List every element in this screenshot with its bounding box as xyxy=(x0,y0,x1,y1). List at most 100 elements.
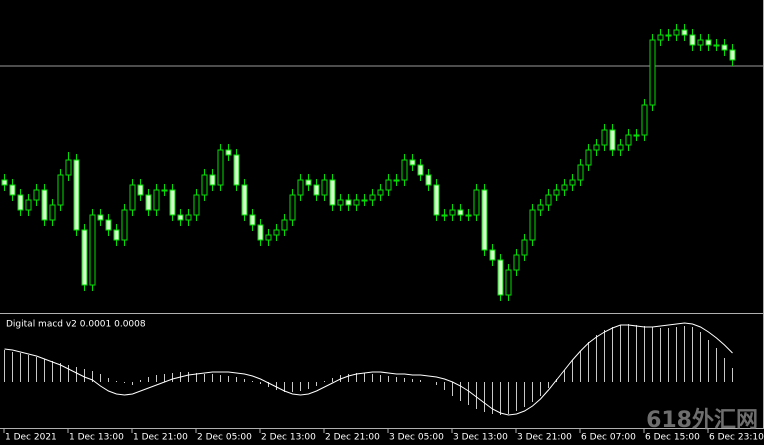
candle-body xyxy=(505,269,512,296)
candle-body xyxy=(729,49,736,61)
candle-body xyxy=(593,144,600,151)
candle-body xyxy=(393,179,400,182)
candle-body xyxy=(345,199,352,206)
candle-body xyxy=(529,209,536,241)
x-tick-label: 6 Dec 23:10 xyxy=(709,433,764,443)
candle-body xyxy=(569,179,576,186)
candle-body xyxy=(537,204,544,211)
candle-body xyxy=(633,134,640,137)
candle-body xyxy=(561,184,568,191)
x-tick-label: 1 Dec 13:00 xyxy=(69,433,124,443)
candle-body xyxy=(425,174,432,186)
candle-body xyxy=(153,189,160,211)
candle-body xyxy=(609,129,616,151)
candle-body xyxy=(273,229,280,236)
x-tick-label: 2 Dec 05:00 xyxy=(197,433,252,443)
candle-body xyxy=(225,149,232,156)
candle-body xyxy=(57,174,64,206)
candle-body xyxy=(265,234,272,241)
candle-body xyxy=(113,229,120,241)
candle-body xyxy=(17,194,24,211)
candle-body xyxy=(321,179,328,196)
candle-body xyxy=(465,214,472,217)
candle-body xyxy=(145,194,152,211)
candle-body xyxy=(473,189,480,216)
candle-body xyxy=(433,184,440,216)
candle-body xyxy=(601,129,608,146)
candle-body xyxy=(201,174,208,196)
candle-body xyxy=(545,194,552,206)
candle-body xyxy=(25,199,32,211)
candle-body xyxy=(137,184,144,196)
candle-body xyxy=(553,189,560,196)
x-tick-label: 2 Dec 21:00 xyxy=(325,433,380,443)
candle-body xyxy=(457,209,464,216)
x-tick-label: 3 Dec 05:00 xyxy=(389,433,444,443)
candle-body xyxy=(665,34,672,37)
candle-body xyxy=(689,34,696,46)
x-tick-label: 1 Dec 2021 xyxy=(5,433,57,443)
indicator-title: Digital macd v2 0.0001 0.0008 xyxy=(6,320,146,330)
signal-line xyxy=(4,322,733,416)
candle-body xyxy=(697,39,704,46)
candle-body xyxy=(121,209,128,241)
candle-body xyxy=(241,184,248,216)
candle-body xyxy=(449,209,456,216)
candle-body xyxy=(257,224,264,241)
candle-body xyxy=(497,259,504,296)
candle-body xyxy=(713,44,720,47)
candle-body xyxy=(441,214,448,217)
x-tick-label: 1 Dec 21:00 xyxy=(133,433,188,443)
candle-body xyxy=(209,174,216,186)
candle-body xyxy=(73,159,80,231)
candle-body xyxy=(313,184,320,196)
candle-body xyxy=(129,184,136,211)
candle-body xyxy=(417,164,424,176)
candle-body xyxy=(337,199,344,206)
candle-body xyxy=(249,214,256,226)
x-tick-label: 3 Dec 13:00 xyxy=(453,433,508,443)
candle-body xyxy=(1,179,8,186)
candle-body xyxy=(353,199,360,206)
candle-body xyxy=(705,39,712,46)
candle-body xyxy=(401,159,408,181)
candle-body xyxy=(289,194,296,221)
candle-body xyxy=(89,214,96,286)
candle-body xyxy=(217,149,224,186)
candle-body xyxy=(521,239,528,256)
candle-body xyxy=(625,134,632,146)
candle-body xyxy=(329,179,336,206)
candle-body xyxy=(721,44,728,51)
candle-body xyxy=(81,229,88,286)
candle-body xyxy=(409,159,416,166)
candle-body xyxy=(641,104,648,136)
candle-body xyxy=(481,189,488,251)
candle-body xyxy=(377,189,384,196)
candle-body xyxy=(281,219,288,231)
candle-body xyxy=(193,194,200,216)
candle-body xyxy=(9,184,16,196)
candle-body xyxy=(657,34,664,41)
x-tick-label: 2 Dec 13:00 xyxy=(261,433,316,443)
candle-body xyxy=(161,189,168,192)
candle-body xyxy=(361,199,368,202)
candle-body xyxy=(177,214,184,221)
candle-body xyxy=(673,29,680,36)
candle-body xyxy=(369,194,376,201)
x-tick-label: 3 Dec 21:00 xyxy=(517,433,572,443)
candle-body xyxy=(513,254,520,271)
candle-body xyxy=(65,159,72,176)
candle-body xyxy=(577,164,584,181)
candle-body xyxy=(33,189,40,201)
candle-body xyxy=(105,219,112,231)
candle-body xyxy=(97,214,104,221)
candle-body xyxy=(681,29,688,36)
candle-body xyxy=(185,214,192,221)
candle-body xyxy=(385,179,392,191)
candle-body xyxy=(617,144,624,151)
x-tick-label: 6 Dec 07:00 xyxy=(581,433,636,443)
candle-body xyxy=(233,154,240,186)
candle-body xyxy=(49,204,56,221)
